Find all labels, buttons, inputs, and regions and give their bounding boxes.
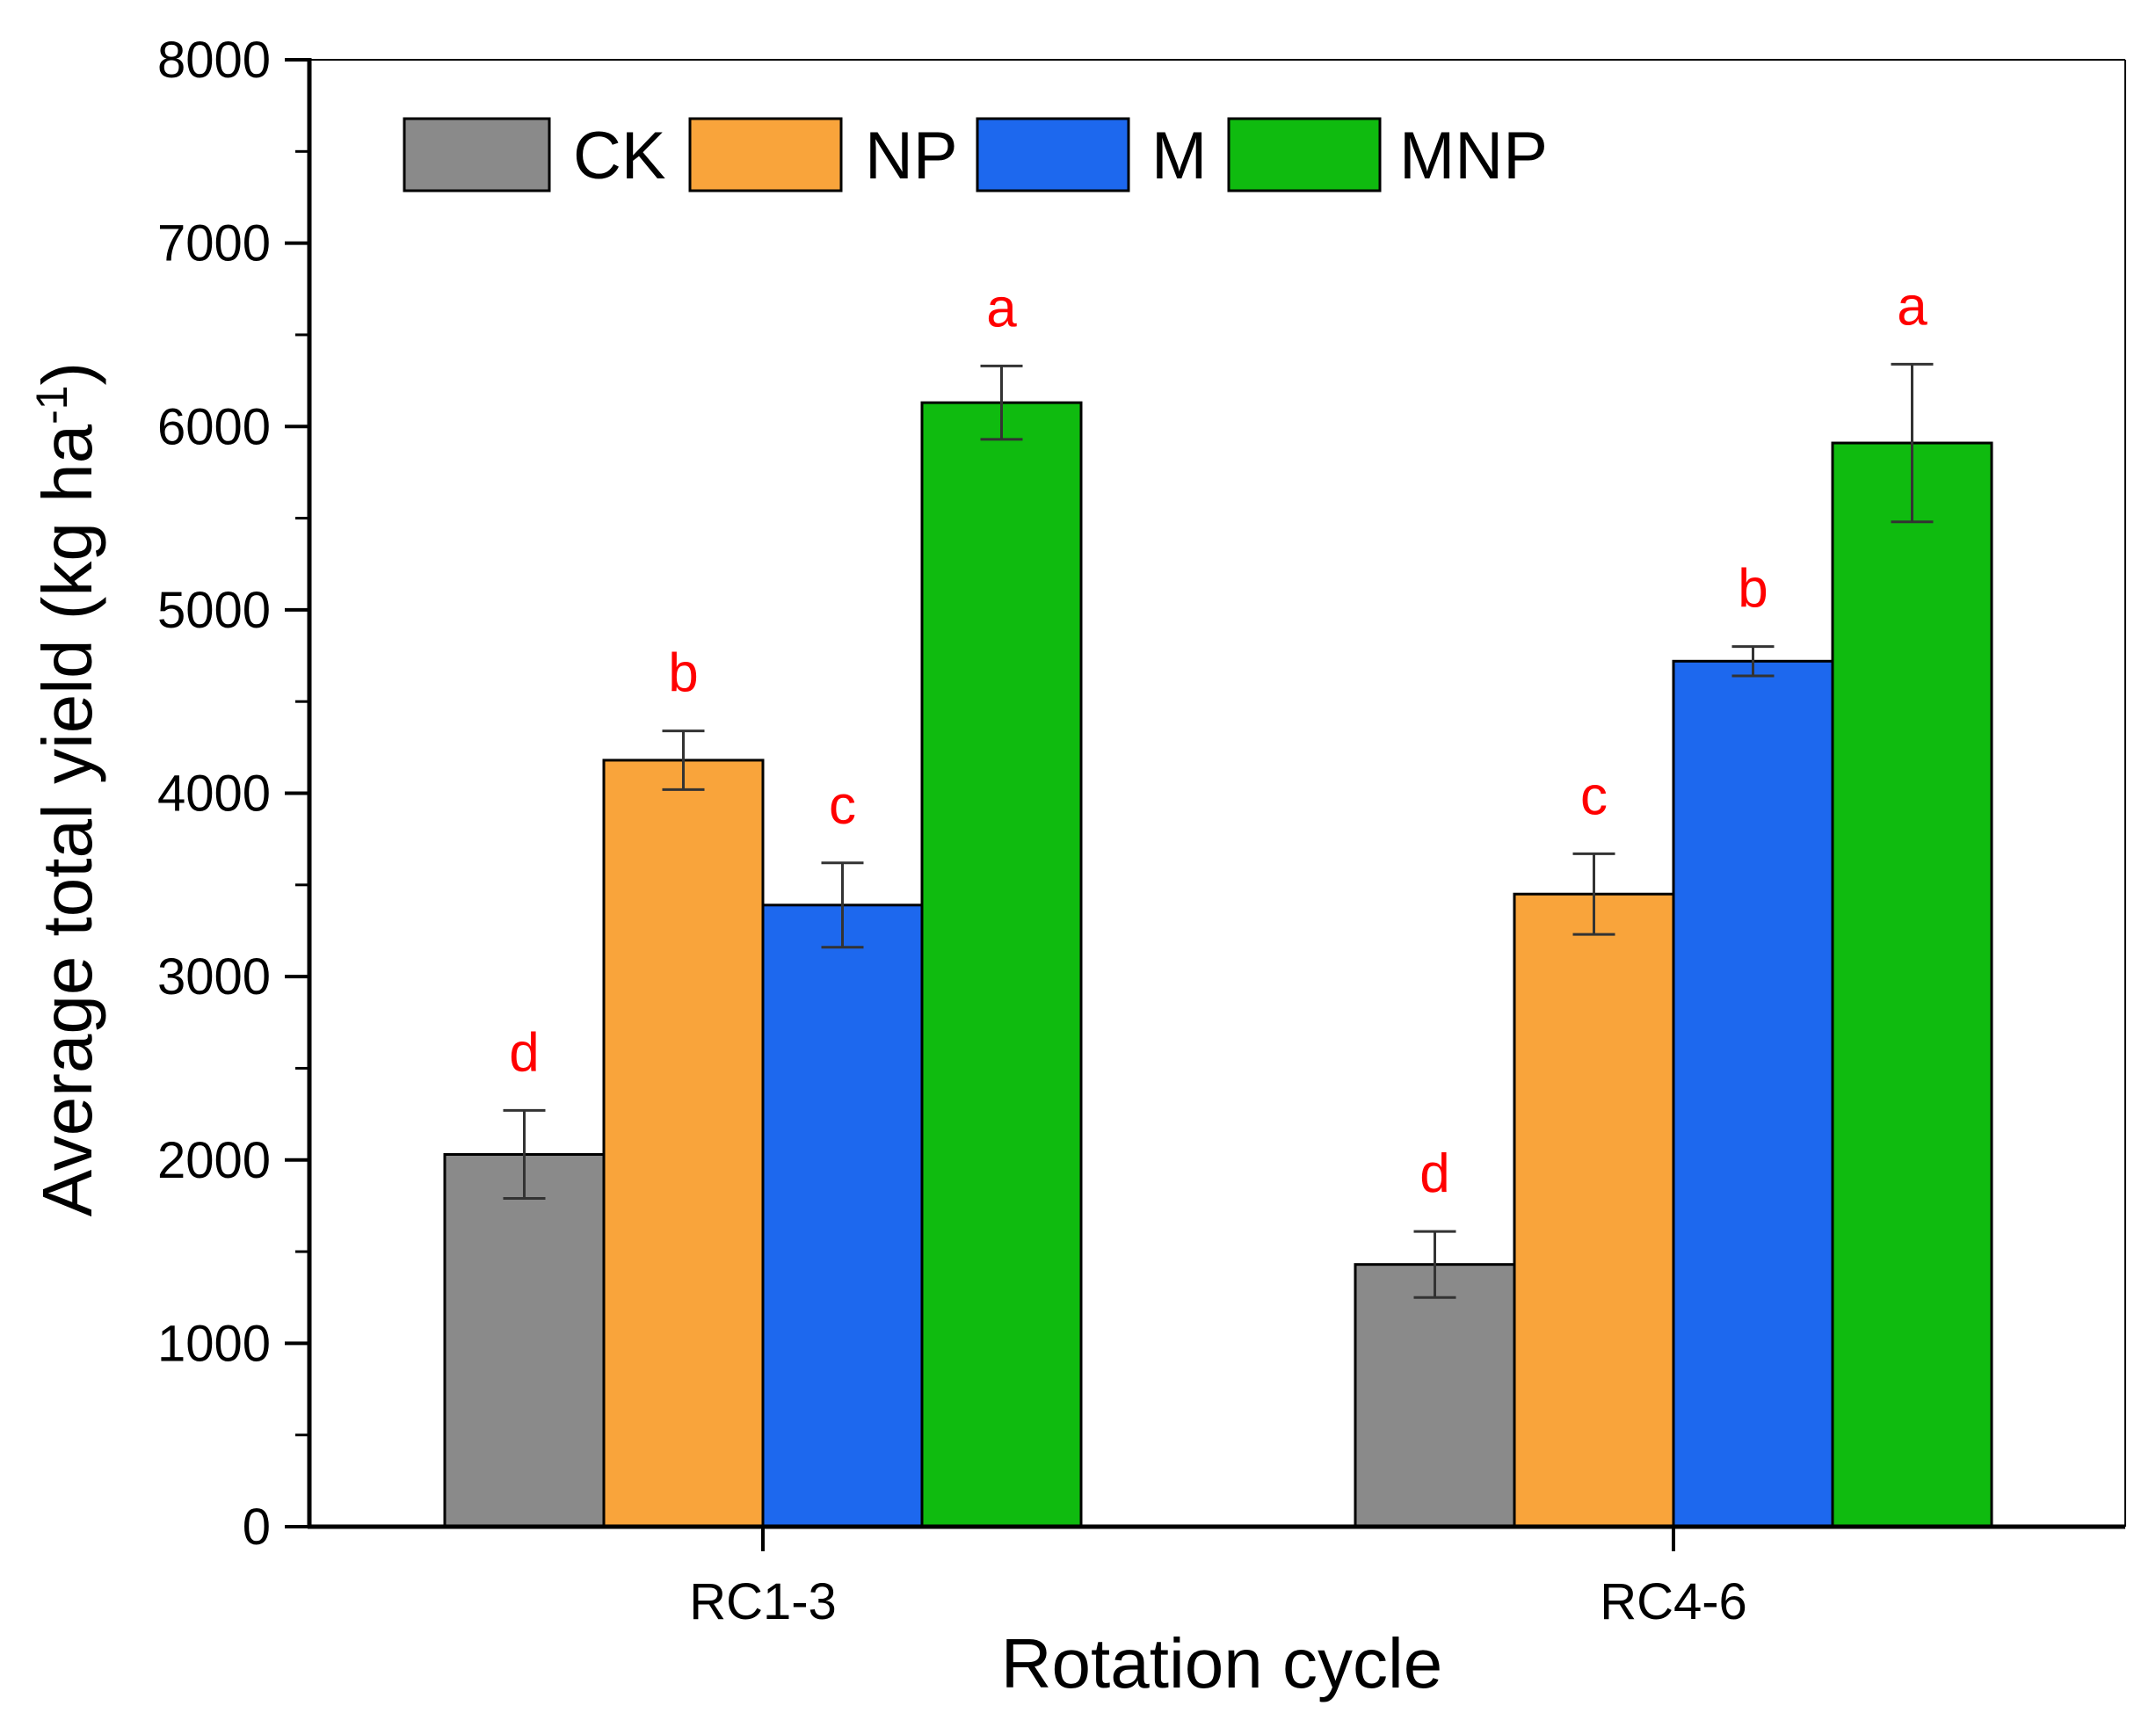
bar-mnp-rc1-3 <box>920 401 1083 1528</box>
y-axis-title-superscript: -1 <box>27 385 76 424</box>
legend: CK NP M MNP <box>403 117 1548 193</box>
bars-layer <box>443 401 1993 1528</box>
axes-layer: 0 1000 2000 3000 4000 5000 6000 7000 8000 RC1-3 RC… <box>157 32 2126 1630</box>
y-axis-title: Average total yield (kg ha-1) <box>27 362 106 1216</box>
bar-m-rc1-3 <box>761 904 924 1528</box>
significance-letters-layer: d b c a d c b a <box>509 276 1927 1204</box>
significance-letter-np-rc1-3: b <box>668 643 698 704</box>
legend-label-ck: CK <box>573 119 666 193</box>
axis-titles: Rotation cycle Average total yield (kg h… <box>27 362 1442 1702</box>
legend-label-mnp: MNP <box>1399 119 1548 193</box>
y-axis-title-main: Average total yield (kg ha <box>28 424 106 1216</box>
legend-swatch-mnp <box>1227 117 1382 192</box>
error-bars-layer <box>503 362 1934 1299</box>
y-tick-label: 4000 <box>157 766 271 823</box>
y-tick-label: 6000 <box>157 398 271 455</box>
bar-ck-rc4-6 <box>1354 1263 1516 1528</box>
bar-m-rc4-6 <box>1672 659 1834 1528</box>
y-tick-label: 3000 <box>157 948 271 1005</box>
x-tick-label-rc1-3: RC1-3 <box>689 1573 837 1630</box>
y-tick-label: 7000 <box>157 215 271 272</box>
legend-label-np: NP <box>865 119 958 193</box>
x-tick-label-rc4-6: RC4-6 <box>1600 1573 1747 1630</box>
legend-swatch-m <box>976 117 1130 192</box>
legend-swatch-ck <box>403 117 551 192</box>
bar-np-rc4-6 <box>1513 892 1675 1528</box>
legend-label-m: M <box>1151 119 1207 193</box>
bar-ck-rc1-3 <box>443 1152 606 1528</box>
y-tick-label: 5000 <box>157 582 271 639</box>
significance-letter-m-rc4-6: b <box>1738 559 1768 620</box>
significance-letter-mnp-rc1-3: a <box>986 278 1017 338</box>
y-axis-title-close: ) <box>28 362 106 386</box>
significance-letter-ck-rc4-6: d <box>1419 1143 1449 1204</box>
y-tick-label: 0 <box>243 1499 271 1556</box>
y-tick-label: 8000 <box>157 32 271 89</box>
legend-swatch-np <box>688 117 843 192</box>
significance-letter-mnp-rc4-6: a <box>1897 276 1927 337</box>
significance-letter-ck-rc1-3: d <box>509 1022 539 1083</box>
significance-letter-m-rc1-3: c <box>829 775 856 836</box>
y-tick-label: 1000 <box>157 1315 271 1372</box>
x-axis-title: Rotation cycle <box>1001 1624 1442 1702</box>
y-tick-label: 2000 <box>157 1132 271 1189</box>
bar-np-rc1-3 <box>602 759 765 1528</box>
bar-mnp-rc4-6 <box>1831 441 1993 1528</box>
significance-letter-np-rc4-6: c <box>1580 766 1608 826</box>
